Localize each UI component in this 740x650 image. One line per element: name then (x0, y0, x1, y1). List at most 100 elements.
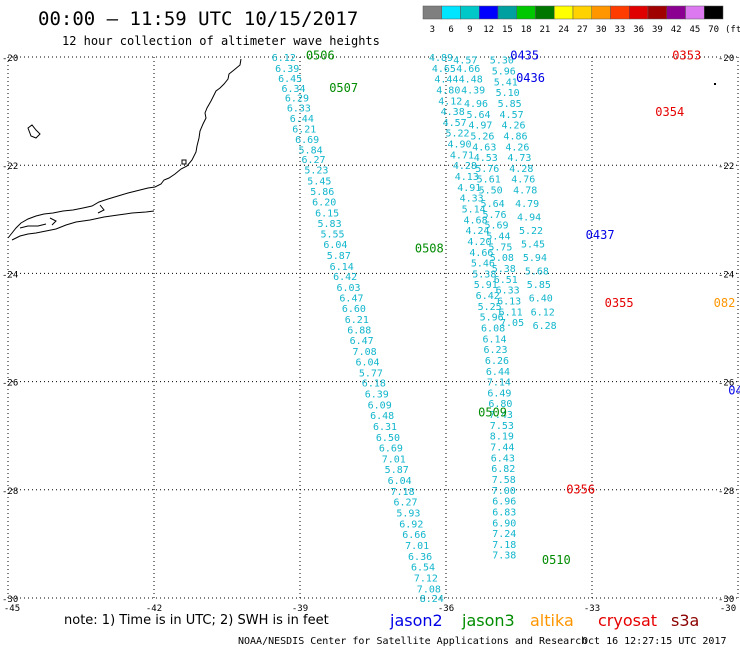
swh-value: 4.86 (503, 131, 527, 142)
pass-number: 0353 (672, 48, 701, 62)
lat-tick-label: -26 (718, 379, 734, 389)
scale-label: 15 (502, 25, 513, 35)
swh-value: 5.10 (496, 88, 520, 99)
swh-value: 5.64 (466, 110, 490, 121)
swh-value: 6.80 (488, 399, 512, 410)
lon-tick-label: -30 (720, 604, 736, 614)
footer-note: note: 1) Time is in UTC; 2) SWH is in fe… (64, 613, 329, 628)
swh-value: 6.27 (301, 155, 325, 166)
swh-value: 6.69 (295, 135, 319, 146)
swh-value: 6.42 (476, 291, 500, 302)
swh-value: 6.13 (497, 296, 521, 307)
swh-value: 5.55 (320, 229, 344, 240)
swh-value: 4.28 (453, 161, 477, 172)
track-cryosat_a: 4.574.664.484.394.965.644.975.264.634.53… (453, 56, 524, 329)
scale-label: 27 (577, 25, 588, 35)
swh-value: 5.87 (385, 465, 409, 476)
swh-value: 7.08 (417, 584, 441, 595)
swh-value: 7.01 (405, 541, 429, 552)
swh-value: 6.03 (337, 283, 361, 294)
pass-number: 0508 (415, 241, 444, 255)
swh-value: 5.46 (471, 259, 495, 270)
pass-number-edge: 082 (714, 296, 736, 310)
swh-value: 6.27 (393, 498, 417, 509)
swh-value: 6.88 (347, 326, 371, 337)
swh-value: 5.08 (490, 253, 514, 264)
pass-number: 0354 (655, 105, 684, 119)
scale-swatch (647, 5, 667, 20)
scale-swatch (479, 5, 499, 20)
map-title: 00:00 – 11:59 UTC 10/15/2017 (38, 8, 358, 30)
scale-label: 24 (558, 25, 569, 35)
scale-swatch (497, 5, 517, 20)
swh-value: 7.58 (492, 475, 516, 486)
swh-value: 4.26 (505, 142, 529, 153)
lon-tick-label: -42 (146, 604, 162, 614)
swh-value: 4.57 (453, 56, 477, 67)
pass-number: 0507 (329, 81, 358, 95)
scale-label: 39 (652, 25, 663, 35)
swh-value: 4.13 (455, 172, 479, 183)
swh-value: 5.30 (490, 56, 514, 67)
swh-value: 6.33 (496, 286, 520, 297)
swh-value: 7.24 (492, 529, 516, 540)
swh-value: 4.76 (511, 175, 535, 186)
swh-value: 6.29 (285, 94, 309, 105)
scale-swatch (516, 5, 536, 20)
swh-value: 6.12 (272, 53, 296, 64)
lon-tick-label: -36 (438, 604, 454, 614)
swh-value: 6.90 (492, 518, 516, 529)
scale-label: 42 (671, 25, 682, 35)
swh-value: 4.53 (474, 153, 498, 164)
scale-label: 30 (596, 25, 607, 35)
track-jason3_a: 6.126.396.456.346.296.336.446.216.695.84… (272, 53, 444, 605)
swh-value: 7.53 (490, 421, 514, 432)
swh-value: 6.14 (330, 262, 354, 273)
swh-value: 5.22 (446, 129, 470, 140)
swh-value: 4.96 (464, 99, 488, 110)
swh-value: 6.04 (355, 358, 379, 369)
swh-value: 5.64 (481, 199, 505, 210)
swh-value: 6.21 (292, 124, 316, 135)
satellite-legend: jason2 jason3 altika cryosat s3a (389, 611, 699, 630)
footer-credit: NOAA/NESDIS Center for Satellite Applica… (238, 636, 587, 647)
swh-value: 5.94 (523, 253, 547, 264)
swh-value: 5.77 (359, 368, 383, 379)
scale-label: 3 (430, 25, 435, 35)
coastline (7, 58, 242, 239)
swh-value: 5.83 (318, 219, 342, 230)
swh-value: 6.44 (486, 367, 510, 378)
swh-value: 4.73 (507, 153, 531, 164)
swh-value: 6.12 (531, 307, 555, 318)
island (27, 124, 41, 139)
swh-tracks: 6.126.396.456.346.296.336.446.216.695.84… (272, 53, 557, 605)
swh-value: 4.71 (450, 150, 474, 161)
map-background (8, 57, 740, 598)
swh-value: 6.18 (362, 379, 386, 390)
pass-number: 0435 (510, 48, 539, 62)
lat-tick-label-left: -28 (2, 487, 18, 497)
map-subtitle: 12 hour collection of altimeter wave hei… (62, 34, 380, 48)
pass-number: 0510 (542, 553, 571, 567)
lat-tick-label-left: -22 (2, 162, 18, 172)
swh-value: 4.97 (468, 121, 492, 132)
swh-value: 4.20 (467, 237, 491, 248)
swh-value: 5.84 (299, 146, 323, 157)
swh-value: 7.44 (490, 443, 514, 454)
scale-swatch (535, 5, 555, 20)
legend-cryosat: cryosat (598, 611, 657, 630)
swh-value: 4.68 (464, 215, 488, 226)
pass-number-edge: 043 (728, 384, 740, 398)
pass-number: 0509 (478, 405, 507, 419)
scale-swatch (685, 5, 705, 20)
swh-value: 4.66 (469, 248, 493, 259)
swh-value: 5.96 (492, 67, 516, 78)
swh-value: 6.31 (373, 422, 397, 433)
legend-jason2: jason2 (389, 611, 443, 630)
swh-value: 8.19 (490, 432, 514, 443)
lon-tick-label: -39 (292, 604, 308, 614)
swh-value: 6.04 (323, 240, 347, 251)
swh-value: 6.51 (494, 275, 518, 286)
swh-value: 6.69 (379, 444, 403, 455)
